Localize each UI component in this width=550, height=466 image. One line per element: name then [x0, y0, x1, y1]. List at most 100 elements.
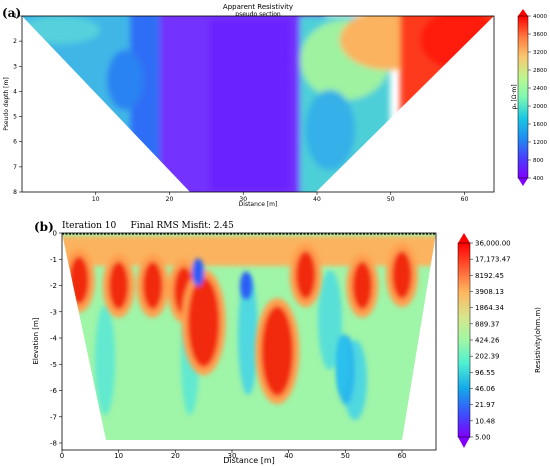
panel-a-xlabel: Distance [m] — [239, 201, 278, 208]
colorbar-a-tick-label: 2000 — [533, 104, 547, 110]
panel-b: (b) Iteration 10 Final RMS Misfit: 2.45 … — [32, 220, 542, 465]
anomaly-high — [392, 251, 412, 299]
panel-a-xtick-label: 20 — [166, 196, 174, 203]
panel-a-xtick-label: 50 — [387, 196, 395, 203]
anomaly-high — [69, 256, 89, 305]
anomaly-high — [261, 306, 294, 397]
colorbar-b-tick-label: 46.06 — [475, 385, 496, 393]
plot-b-frame — [61, 232, 437, 451]
panel-b-xtick-label: 10 — [114, 452, 123, 460]
colorbar-b-tick-label: 5.00 — [475, 434, 491, 442]
colorbar-b: 36,000.00 17,173.47 8192.45 3908.13 1864.34 8… — [457, 233, 542, 448]
panel-b-ytick-label: 0 — [53, 230, 57, 238]
panel-b-ylabel: Elevation [m] — [32, 317, 40, 364]
colorbar-b-ticks: 36,000.00 17,173.47 8192.45 3908.13 1864.34 8… — [470, 240, 511, 442]
colorbar-b-body — [458, 243, 470, 437]
panel-b-xtick-label: 20 — [171, 452, 180, 460]
region-purple-core — [210, 20, 290, 190]
colorbar-a-tick-label: 4000 — [533, 14, 547, 20]
panel-a-ytick-label: 2 — [13, 38, 17, 45]
panel-a-ytick-label: 6 — [13, 139, 17, 146]
colorbar-b-top-cap — [458, 233, 470, 243]
colorbar-a-bottom-cap — [518, 178, 528, 186]
panel-a-ytick-label: 4 — [13, 88, 17, 95]
colorbar-a-tick-label: 2400 — [533, 86, 547, 92]
colorbar-a: 400 800 1200 1600 2000 2400 2800 3200 3600 4000 ρ… — [511, 9, 547, 186]
panel-a-xtick-label: 10 — [92, 196, 100, 203]
colorbar-b-tick-label: 889.37 — [475, 320, 500, 328]
panel-b-xtick-label: 50 — [341, 452, 350, 460]
panel-b-ytick-label: -4 — [50, 335, 58, 343]
cyan-column-3 — [238, 275, 258, 395]
panel-b-ytick-label: -3 — [50, 308, 57, 316]
panel-b-ytick-label: -8 — [50, 440, 57, 448]
panel-a-label: (a) — [2, 6, 21, 20]
panel-b-ytick-label: -6 — [50, 387, 58, 395]
anomaly-low — [336, 334, 349, 395]
colorbar-b-label: Resistivity(ohm.m) — [534, 307, 542, 373]
panel-a-ylabel: Pseudo depth [m] — [3, 77, 10, 130]
region-cyan-lower — [305, 90, 355, 170]
panel-a-xtick-label: 40 — [313, 196, 321, 203]
colorbar-a-top-cap — [518, 9, 528, 16]
panel-a-subtitle: pseudo section — [235, 11, 281, 18]
panel-a: (a) Apparent Resistivity pseudo section … — [2, 3, 547, 208]
panel-b-xlabel: Distance [m] — [223, 456, 275, 465]
colorbar-b-tick-label: 17,173.47 — [475, 256, 511, 264]
colorbar-b-tick-label: 10.48 — [475, 417, 495, 425]
colorbar-a-body — [518, 16, 528, 178]
panel-a-xtick-label: 60 — [461, 196, 469, 203]
panel-b-xtick-label: 30 — [228, 452, 237, 460]
region-red-core — [420, 16, 494, 70]
cyan-column-4 — [318, 270, 342, 370]
colorbar-a-ticks: 400 800 1200 1600 2000 2400 2800 3200 3600 4000 — [528, 14, 547, 182]
panel-b-label: (b) — [34, 220, 54, 234]
anomaly-high — [352, 261, 373, 310]
colorbar-b-tick-label: 202.39 — [475, 353, 500, 361]
panel-b-title: Iteration 10 Final RMS Misfit: 2.45 — [62, 221, 234, 231]
colorbar-a-tick-label: 2800 — [533, 68, 547, 74]
anomaly-low — [192, 258, 204, 287]
colorbar-a-label: ρₐ [Ω·m] — [511, 84, 518, 109]
panel-b-xtick-label: 40 — [284, 452, 293, 460]
panel-b-xtick-label: 0 — [60, 452, 64, 460]
colorbar-a-tick-label: 1200 — [533, 140, 547, 146]
panel-a-ytick-label: 5 — [13, 114, 17, 121]
region-cyan-top — [22, 16, 100, 44]
panel-b-ytick-label: -7 — [50, 413, 57, 421]
colorbar-a-tick-label: 3600 — [533, 32, 547, 38]
anomaly-high — [187, 277, 220, 368]
panel-a-ytick-label: 8 — [13, 189, 17, 196]
anomaly-high — [142, 261, 163, 310]
axis-b-ticks: 0 10 20 30 40 50 60 0 -1 -2 -3 -4 -5 -6 -7 -8 — [50, 230, 406, 461]
plot-a-frame — [21, 15, 495, 193]
panel-a-xtick-label: 30 — [239, 196, 247, 203]
panel-a-ytick-label: 1 — [13, 13, 17, 20]
anomaly-high — [295, 251, 316, 299]
pseudosection-fill — [22, 16, 494, 192]
panel-a-ytick-label: 3 — [13, 63, 17, 70]
panel-b-ytick-label: -1 — [50, 256, 57, 264]
panel-b-xtick-label: 60 — [398, 452, 407, 460]
colorbar-a-tick-label: 400 — [533, 176, 544, 182]
colorbar-b-tick-label: 1864.34 — [475, 304, 504, 312]
panel-b-ytick-label: -5 — [50, 361, 57, 369]
panel-a-title: Apparent Resistivity — [223, 3, 293, 11]
anomaly-low — [240, 271, 253, 300]
anomaly-layer — [63, 243, 418, 405]
colorbar-b-tick-label: 21.97 — [475, 401, 495, 409]
anomaly-high — [108, 261, 129, 310]
axis-a-ticks: 10 20 30 40 50 60 1 2 3 4 5 6 7 8 — [13, 13, 468, 203]
colorbar-b-tick-label: 96.55 — [475, 369, 495, 377]
panel-b-ytick-label: -2 — [50, 282, 57, 290]
colorbar-a-tick-label: 3200 — [533, 50, 547, 56]
colorbar-b-tick-label: 424.26 — [475, 337, 500, 345]
colorbar-b-tick-label: 8192.45 — [475, 272, 504, 280]
colorbar-b-bottom-cap — [458, 437, 470, 448]
inversion-fill — [62, 233, 436, 440]
panel-a-ytick-label: 7 — [13, 164, 17, 171]
region-blue-left — [107, 50, 143, 110]
colorbar-a-tick-label: 1600 — [533, 122, 547, 128]
colorbar-b-tick-label: 3908.13 — [475, 288, 504, 296]
